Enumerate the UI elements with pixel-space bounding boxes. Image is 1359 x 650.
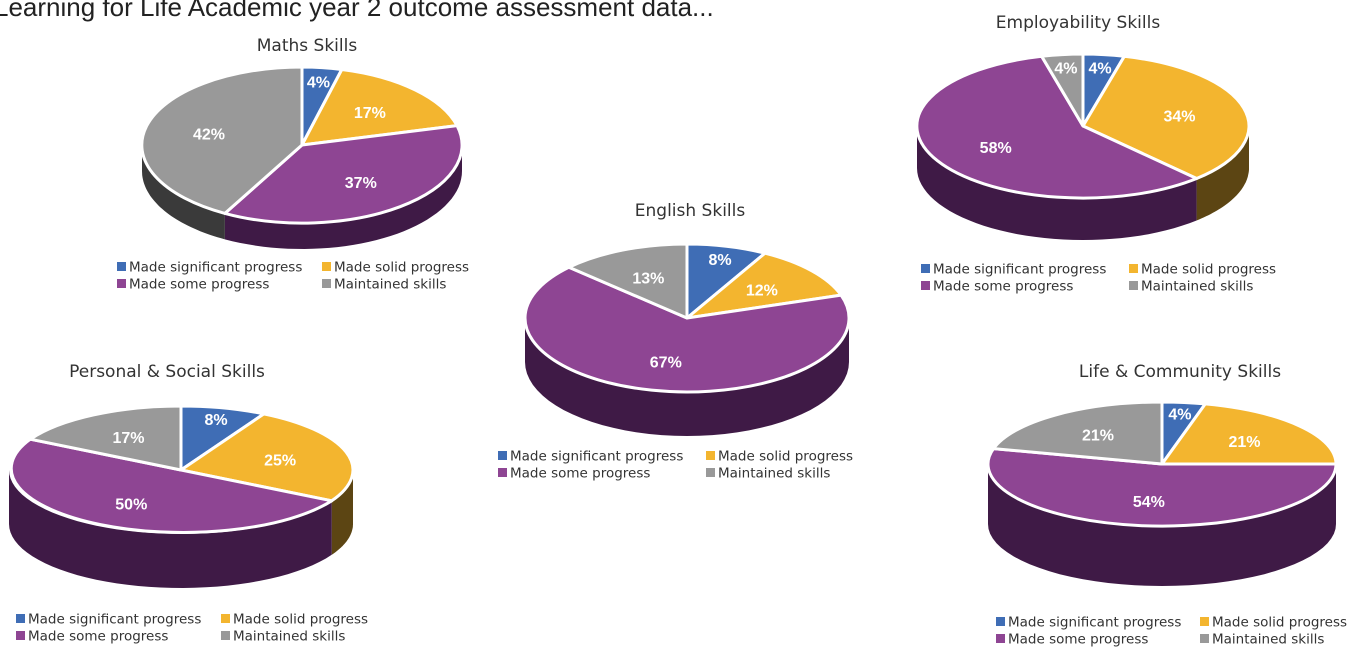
slice-label-some: 58% [980, 140, 1012, 157]
slice-label-maintained: 4% [1054, 60, 1077, 77]
slice-label-significant: 8% [708, 252, 731, 269]
slice-label-some: 67% [650, 354, 682, 371]
legend-label-some: Made some progress [933, 279, 1073, 295]
legend-swatch-significant [16, 614, 25, 623]
legend-label-significant: Made significant progress [129, 260, 302, 276]
chart-legend: Made significant progress Made solid prog… [117, 260, 469, 293]
legend-label-some: Made some progress [28, 629, 168, 645]
legend-swatch-maintained [706, 468, 715, 477]
legend-swatch-maintained [322, 279, 331, 288]
legend-label-significant: Made significant progress [1008, 615, 1181, 631]
legend-label-some: Made some progress [510, 466, 650, 482]
legend-swatch-some [498, 468, 507, 477]
legend-swatch-maintained [221, 631, 230, 640]
legend-label-solid: Made solid progress [1141, 262, 1276, 278]
legend-label-maintained: Maintained skills [1141, 279, 1253, 295]
slice-label-maintained: 13% [632, 270, 664, 287]
legend-swatch-some [16, 631, 25, 640]
slice-label-solid: 25% [264, 452, 296, 469]
legend-swatch-solid [322, 262, 331, 271]
pie-chart-1: 8% 12% 67% 13% English Skills Made significan… [498, 201, 853, 482]
chart-legend: Made significant progress Made solid prog… [16, 612, 368, 645]
legend-swatch-significant [498, 451, 507, 460]
slice-label-significant: 4% [307, 75, 330, 92]
slice-label-solid: 21% [1228, 434, 1260, 451]
legend-label-significant: Made significant progress [28, 612, 201, 628]
slice-label-solid: 12% [746, 283, 778, 300]
pie-chart-2: 4% 34% 58% 4% Employability Skills Made signi… [917, 13, 1276, 295]
chart-title: Personal & Social Skills [69, 362, 265, 382]
legend-label-solid: Made solid progress [334, 260, 469, 276]
slice-label-significant: 8% [205, 412, 228, 429]
chart-legend: Made significant progress Made solid prog… [498, 449, 853, 482]
legend-swatch-significant [117, 262, 126, 271]
legend-swatch-maintained [1129, 281, 1138, 290]
legend-label-significant: Made significant progress [510, 449, 683, 465]
slice-label-significant: 4% [1089, 60, 1112, 77]
slice-label-significant: 4% [1168, 407, 1191, 424]
chart-legend: Made significant progress Made solid prog… [921, 262, 1276, 295]
chart-title: Employability Skills [996, 13, 1161, 33]
legend-label-maintained: Maintained skills [233, 629, 345, 645]
legend-label-maintained: Maintained skills [1212, 632, 1324, 648]
legend-label-solid: Made solid progress [718, 449, 853, 465]
pie-chart-4: 4% 21% 54% 21% Life & Community Skills Made s… [988, 362, 1347, 648]
slice-label-some: 50% [115, 497, 147, 514]
legend-label-solid: Made solid progress [233, 612, 368, 628]
legend-label-some: Made some progress [1008, 632, 1148, 648]
legend-swatch-solid [706, 451, 715, 460]
legend-label-maintained: Maintained skills [718, 466, 830, 482]
legend-swatch-solid [1200, 617, 1209, 626]
legend-label-maintained: Maintained skills [334, 277, 446, 293]
slice-label-solid: 34% [1163, 108, 1195, 125]
legend-swatch-some [921, 281, 930, 290]
legend-swatch-maintained [1200, 634, 1209, 643]
chart-title: Life & Community Skills [1079, 362, 1281, 382]
legend-swatch-significant [996, 617, 1005, 626]
slice-label-maintained: 17% [112, 430, 144, 447]
slice-label-maintained: 21% [1082, 428, 1114, 445]
slice-label-maintained: 42% [193, 126, 225, 143]
legend-swatch-significant [921, 264, 930, 273]
legend-swatch-some [117, 279, 126, 288]
legend-label-some: Made some progress [129, 277, 269, 293]
legend-swatch-some [996, 634, 1005, 643]
legend-swatch-solid [221, 614, 230, 623]
chart-title: English Skills [635, 201, 746, 221]
slice-label-solid: 17% [354, 105, 386, 122]
pie-chart-0: 4% 17% 37% 42% Maths Skills Made significant … [117, 36, 469, 293]
chart-legend: Made significant progress Made solid prog… [996, 615, 1347, 648]
slice-label-some: 37% [345, 175, 377, 192]
legend-swatch-solid [1129, 264, 1138, 273]
legend-label-significant: Made significant progress [933, 262, 1106, 278]
slice-label-some: 54% [1133, 494, 1165, 511]
chart-title: Maths Skills [257, 36, 358, 56]
pie-chart-3: 8% 25% 50% 17% Personal & Social Skills Made … [9, 362, 368, 645]
legend-label-solid: Made solid progress [1212, 615, 1347, 631]
